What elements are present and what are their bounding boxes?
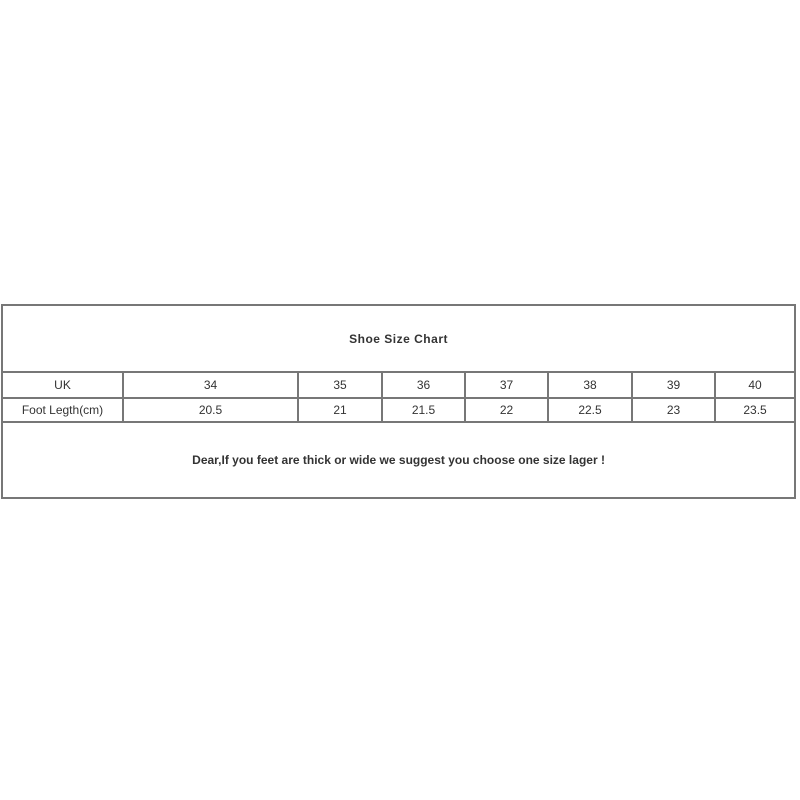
foot-length-cell: 23 [631,397,716,423]
size-chart-title: Shoe Size Chart [0,304,797,373]
uk-size-cell: 37 [464,371,549,399]
uk-size-cell: 40 [713,371,797,399]
title-row: Shoe Size Chart [0,304,797,373]
foot-length-cell: 20.5 [122,397,299,423]
foot-length-cell: 21 [297,397,383,423]
size-chart-table: Shoe Size Chart UK 34 35 36 37 38 39 40 … [0,304,797,499]
uk-size-cell: 34 [122,371,299,399]
uk-size-cell: 35 [297,371,383,399]
uk-size-cell: 38 [547,371,633,399]
uk-size-row: UK 34 35 36 37 38 39 40 [1,371,797,399]
note-row: Dear,If you feet are thick or wide we su… [0,421,797,499]
row-header-foot-length: Foot Legth(cm) [1,397,124,423]
uk-size-cell: 39 [631,371,716,399]
size-advice-note: Dear,If you feet are thick or wide we su… [0,421,797,499]
foot-length-cell: 21.5 [381,397,466,423]
foot-length-row: Foot Legth(cm) 20.5 21 21.5 22 22.5 23 2… [1,397,797,423]
foot-length-cell: 23.5 [713,397,797,423]
foot-length-cell: 22 [464,397,549,423]
uk-size-cell: 36 [381,371,466,399]
row-header-uk: UK [1,371,124,399]
foot-length-cell: 22.5 [547,397,633,423]
